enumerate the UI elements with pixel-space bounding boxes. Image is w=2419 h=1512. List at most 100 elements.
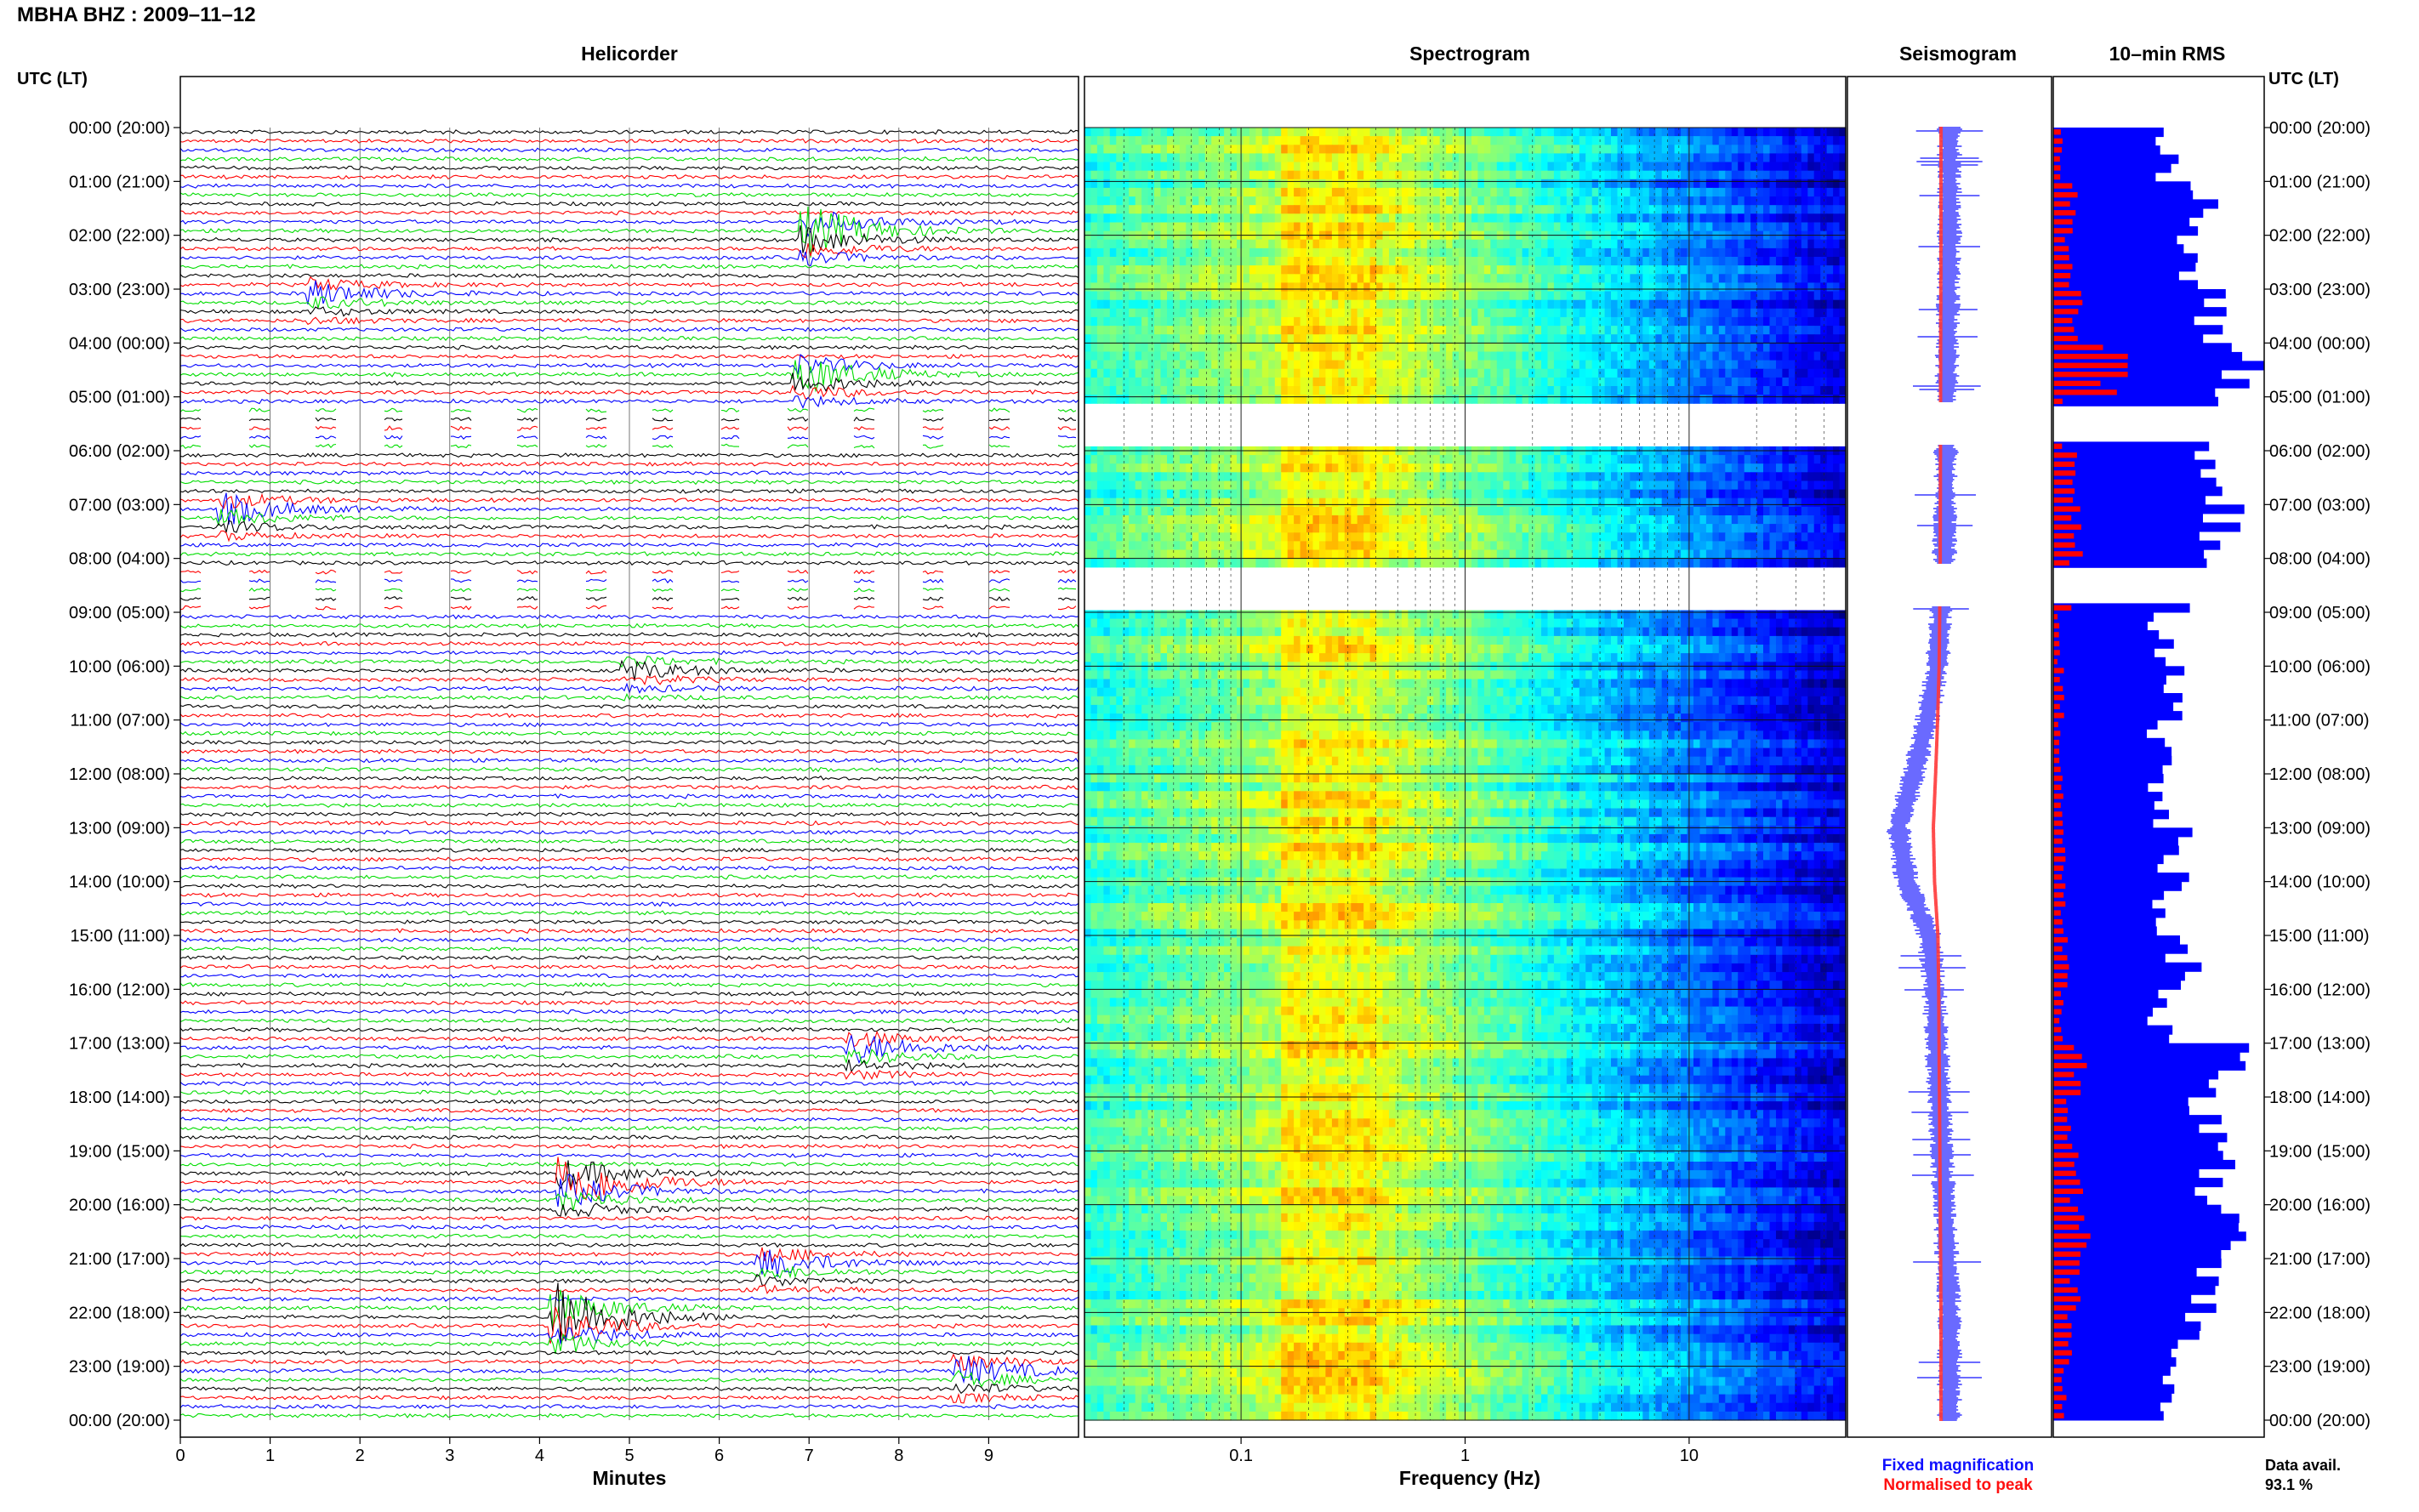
spectrogram-cell bbox=[1123, 472, 1130, 481]
spectrogram-cell bbox=[1161, 162, 1168, 172]
spectrogram-cell bbox=[1688, 395, 1694, 404]
spectrogram-cell bbox=[1244, 378, 1250, 387]
spectrogram-cell bbox=[1693, 265, 1700, 275]
spectrogram-cell bbox=[1636, 326, 1643, 335]
spectrogram-cell bbox=[1402, 490, 1409, 499]
spectrogram-cell bbox=[1528, 300, 1535, 310]
spectrogram-cell bbox=[1497, 455, 1504, 464]
spectrogram-cell bbox=[1148, 395, 1155, 404]
spectrogram-cell bbox=[1725, 248, 1732, 258]
spectrogram-cell bbox=[1154, 128, 1161, 137]
spectrogram-cell bbox=[1745, 248, 1751, 258]
spectrogram-cell bbox=[1745, 378, 1751, 387]
spectrogram-cell bbox=[1795, 507, 1801, 516]
spectrogram-cell bbox=[1732, 162, 1739, 172]
spectrogram-cell bbox=[1757, 179, 1764, 189]
spectrogram-cell bbox=[1167, 223, 1174, 232]
spectrogram-cell bbox=[1313, 188, 1320, 197]
spectrogram-cell bbox=[1459, 326, 1466, 335]
spectrogram-cell bbox=[1198, 136, 1205, 145]
spectrogram-cell bbox=[1579, 188, 1586, 197]
spectrogram-cell bbox=[1528, 334, 1535, 344]
spectrogram-cell bbox=[1103, 490, 1110, 499]
spectrogram-cell bbox=[1814, 240, 1821, 249]
spectrogram-cell bbox=[1249, 317, 1256, 327]
spectrogram-cell bbox=[1097, 292, 1104, 301]
spectrogram-cell bbox=[1776, 248, 1783, 258]
spectrogram-cell bbox=[1383, 343, 1390, 352]
spectrogram-cell bbox=[1294, 171, 1301, 180]
spectrogram-cell bbox=[1262, 179, 1269, 189]
spectrogram-cell bbox=[1262, 317, 1269, 327]
spectrogram-cell bbox=[1523, 257, 1529, 266]
spectrogram-cell bbox=[1249, 378, 1256, 387]
spectrogram-cell bbox=[1255, 498, 1262, 508]
spectrogram-cell bbox=[1123, 334, 1130, 344]
spectrogram-cell bbox=[1732, 282, 1739, 292]
spectrogram-cell bbox=[1091, 352, 1098, 361]
spectrogram-cell bbox=[1782, 136, 1789, 145]
spectrogram-cell bbox=[1173, 188, 1180, 197]
spectrogram-cell bbox=[1466, 334, 1472, 344]
spectrogram-cell bbox=[1173, 455, 1180, 464]
spectrogram-cell bbox=[1466, 179, 1472, 189]
spectrogram-cell bbox=[1630, 248, 1636, 258]
spectrogram-cell bbox=[1301, 223, 1307, 232]
spectrogram-cell bbox=[1288, 282, 1295, 292]
spectrogram-cell bbox=[1700, 162, 1707, 172]
spectrogram-cell bbox=[1244, 507, 1250, 516]
spectrogram-cell bbox=[1833, 490, 1840, 499]
spectrogram-cell bbox=[1497, 369, 1504, 378]
spectrogram-cell bbox=[1249, 171, 1256, 180]
spectrogram-cell bbox=[1636, 395, 1643, 404]
spectrogram-cell bbox=[1535, 463, 1542, 473]
spectrogram-cell bbox=[1110, 490, 1117, 499]
spectrogram-cell bbox=[1198, 274, 1205, 283]
spectrogram-cell bbox=[1554, 490, 1561, 499]
spectrogram-cell bbox=[1396, 343, 1403, 352]
spectrogram-cell bbox=[1477, 309, 1484, 318]
spectrogram-cell bbox=[1180, 507, 1187, 516]
spectrogram-cell bbox=[1148, 282, 1155, 292]
spectrogram-cell bbox=[1490, 257, 1497, 266]
spectrogram-cell bbox=[1224, 282, 1231, 292]
spectrogram-cell bbox=[1801, 386, 1808, 395]
spectrogram-cell bbox=[1814, 188, 1821, 197]
spectrogram-cell bbox=[1161, 179, 1168, 189]
spectrogram-cell bbox=[1624, 257, 1631, 266]
spectrogram-cell bbox=[1383, 490, 1390, 499]
spectrogram-cell bbox=[1745, 162, 1751, 172]
spectrogram-cell bbox=[1167, 463, 1174, 473]
spectrogram-cell bbox=[1833, 179, 1840, 189]
spectrogram-cell bbox=[1084, 136, 1091, 145]
spectrogram-cell bbox=[1237, 326, 1244, 335]
spectrogram-cell bbox=[1624, 463, 1631, 473]
spectrogram-cell bbox=[1618, 223, 1625, 232]
spectrogram-cell bbox=[1249, 334, 1256, 344]
spectrogram-cell bbox=[1801, 205, 1808, 214]
spectrogram-cell bbox=[1116, 223, 1123, 232]
spectrogram-cell bbox=[1554, 153, 1561, 162]
spectrogram-cell bbox=[1255, 300, 1262, 310]
spectrogram-cell bbox=[1535, 386, 1542, 395]
spectrogram-cell bbox=[1700, 463, 1707, 473]
spectrogram-cell bbox=[1598, 162, 1605, 172]
spectrogram-cell bbox=[1288, 265, 1295, 275]
spectrogram-cell bbox=[1332, 282, 1339, 292]
spectrogram-cell bbox=[1624, 265, 1631, 275]
spectrogram-cell bbox=[1129, 179, 1136, 189]
spectrogram-cell bbox=[1732, 188, 1739, 197]
spectrogram-cell bbox=[1801, 490, 1808, 499]
spectrogram-cell bbox=[1693, 223, 1700, 232]
spectrogram-cell bbox=[1357, 205, 1364, 214]
spectrogram-cell bbox=[1198, 257, 1205, 266]
spectrogram-cell bbox=[1719, 223, 1726, 232]
spectrogram-cell bbox=[1116, 352, 1123, 361]
spectrogram-cell bbox=[1294, 507, 1301, 516]
spectrogram-cell bbox=[1516, 257, 1523, 266]
spectrogram-cell bbox=[1218, 507, 1225, 516]
spectrogram-cell bbox=[1110, 309, 1117, 318]
spectrogram-cell bbox=[1490, 343, 1497, 352]
spectrogram-cell bbox=[1585, 136, 1592, 145]
spectrogram-cell bbox=[1363, 265, 1370, 275]
